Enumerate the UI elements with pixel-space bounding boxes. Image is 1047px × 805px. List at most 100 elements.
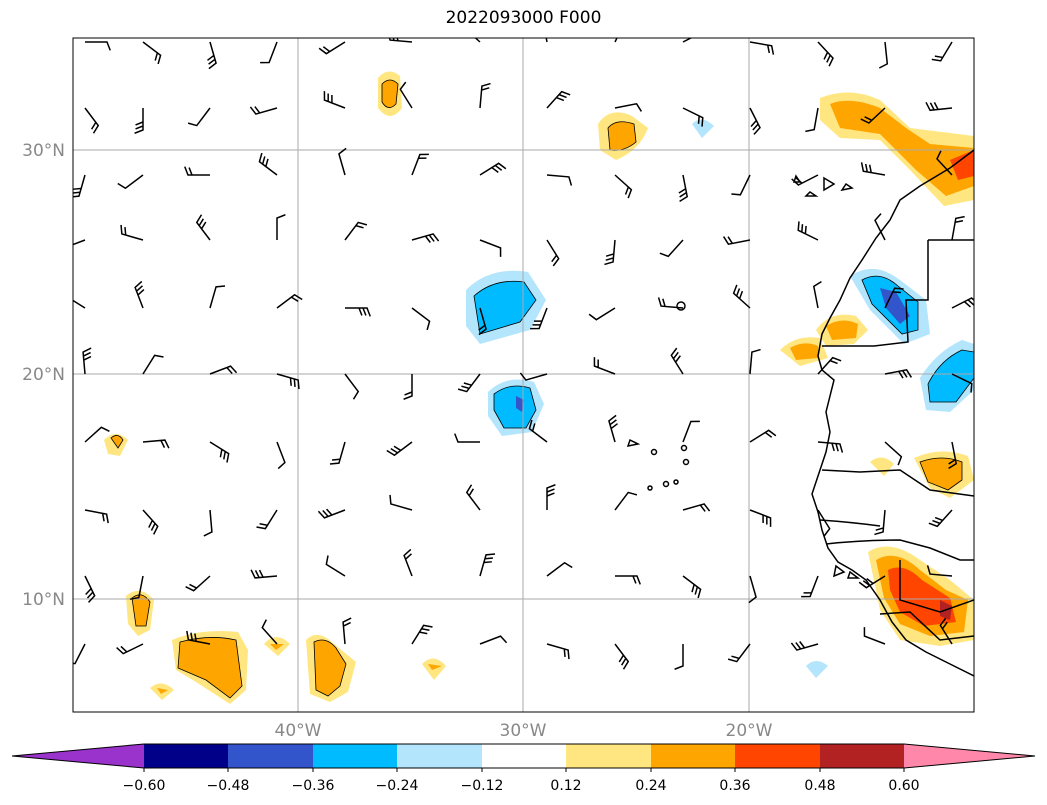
wind-barb — [318, 41, 346, 55]
wind-barb — [790, 641, 819, 651]
lat-label-20n: 20°N — [22, 365, 65, 385]
wind-barb — [84, 575, 96, 603]
wind-barb — [345, 307, 371, 317]
wind-barb — [120, 224, 144, 241]
colorbar-segment — [228, 744, 313, 768]
wind-barb — [682, 38, 710, 43]
wind-barb — [389, 494, 413, 511]
colorbar-label: −0.48 — [207, 778, 250, 794]
wind-barb — [388, 38, 413, 43]
wind-barb — [657, 297, 684, 309]
wind-barb — [749, 509, 772, 527]
negative-anomaly-shading — [466, 119, 974, 678]
wind-barb — [323, 91, 346, 109]
wind-barb — [519, 372, 548, 381]
wind-barb — [399, 81, 413, 109]
wind-barb — [403, 548, 413, 577]
wind-barb — [479, 239, 502, 257]
wind-barb — [276, 441, 286, 470]
wind-barb — [317, 508, 346, 519]
wind-barb — [928, 509, 953, 528]
colorbar-label: 0.48 — [804, 778, 835, 794]
colorbar-label: 0.12 — [550, 778, 581, 794]
wind-barb — [858, 575, 886, 589]
wind-barb — [614, 491, 638, 511]
wind-barb — [546, 484, 556, 510]
wind-barb — [528, 419, 548, 443]
wind-barb — [250, 569, 278, 579]
wind-barb — [817, 441, 844, 453]
wind-barb — [874, 509, 886, 536]
lat-label-30n: 30°N — [22, 141, 65, 161]
wind-barb — [732, 284, 751, 309]
map-panel — [73, 38, 974, 712]
map-frame — [72, 37, 975, 713]
wind-barbs — [73, 38, 974, 670]
wind-barb — [659, 239, 684, 258]
wind-barb — [73, 643, 86, 665]
colorbar-extend-min — [12, 744, 144, 768]
wind-barb — [249, 106, 278, 115]
wind-barb — [134, 108, 144, 134]
wind-barb — [817, 356, 842, 375]
wind-barb — [749, 429, 777, 443]
colorbar-segment — [651, 744, 735, 768]
wind-barb — [614, 174, 633, 199]
wind-barb — [186, 630, 211, 645]
wind-barb — [546, 239, 560, 267]
wind-barb — [411, 233, 440, 243]
wind-barb — [129, 575, 144, 600]
wind-barb — [457, 373, 481, 393]
wind-barb — [588, 307, 616, 321]
wind-barb — [863, 627, 886, 645]
wind-barb — [951, 215, 965, 241]
wind-barb — [604, 239, 616, 266]
colorbar-label: 0.36 — [719, 778, 750, 794]
colorbar-segment — [397, 744, 482, 768]
wind-barb — [82, 347, 92, 375]
wind-barb — [116, 643, 144, 655]
wind-barb — [817, 41, 834, 67]
colorbar-extend-max — [904, 744, 1035, 768]
wind-barb — [73, 174, 86, 198]
wind-barb — [344, 373, 360, 400]
wind-barb — [874, 213, 886, 241]
wind-barb — [546, 643, 570, 660]
wind-barb — [478, 307, 487, 336]
wind-barb — [84, 107, 100, 134]
lon-label-30w: 30°W — [500, 721, 547, 741]
wind-barb — [884, 368, 913, 379]
wind-barb — [878, 41, 889, 69]
wind-barb — [884, 441, 903, 466]
wind-barb — [134, 280, 145, 309]
wind-barb — [195, 214, 211, 241]
wind-barb — [925, 101, 953, 112]
wind-barb — [276, 293, 303, 309]
wind-barb — [817, 509, 831, 537]
wind-barb — [884, 287, 904, 309]
wind-barb — [593, 357, 616, 375]
wind-barb — [474, 38, 481, 43]
wind-barb — [73, 239, 86, 246]
wind-barb — [749, 107, 761, 135]
lon-label-40w: 40°W — [275, 721, 322, 741]
map-title: 2022093000 F000 — [445, 8, 602, 28]
wind-barb — [682, 420, 700, 443]
wind-barb — [184, 166, 210, 176]
colorbar-segment — [820, 744, 904, 768]
wind-barb — [682, 503, 711, 512]
wind-barb — [614, 643, 630, 670]
wind-barb — [325, 555, 346, 577]
wind-barb — [207, 41, 217, 70]
colorbar-label: 0.24 — [635, 778, 666, 794]
colorbar-label: −0.36 — [292, 778, 335, 794]
wind-barb — [342, 617, 352, 645]
wind-barb — [682, 575, 702, 599]
wind-barb — [256, 509, 278, 530]
wind-barb — [403, 374, 413, 400]
wind-barb — [338, 147, 347, 176]
colorbar-segment — [482, 744, 566, 768]
wind-barb — [926, 565, 953, 577]
wind-barb — [411, 153, 429, 176]
wind-barb — [142, 509, 159, 535]
